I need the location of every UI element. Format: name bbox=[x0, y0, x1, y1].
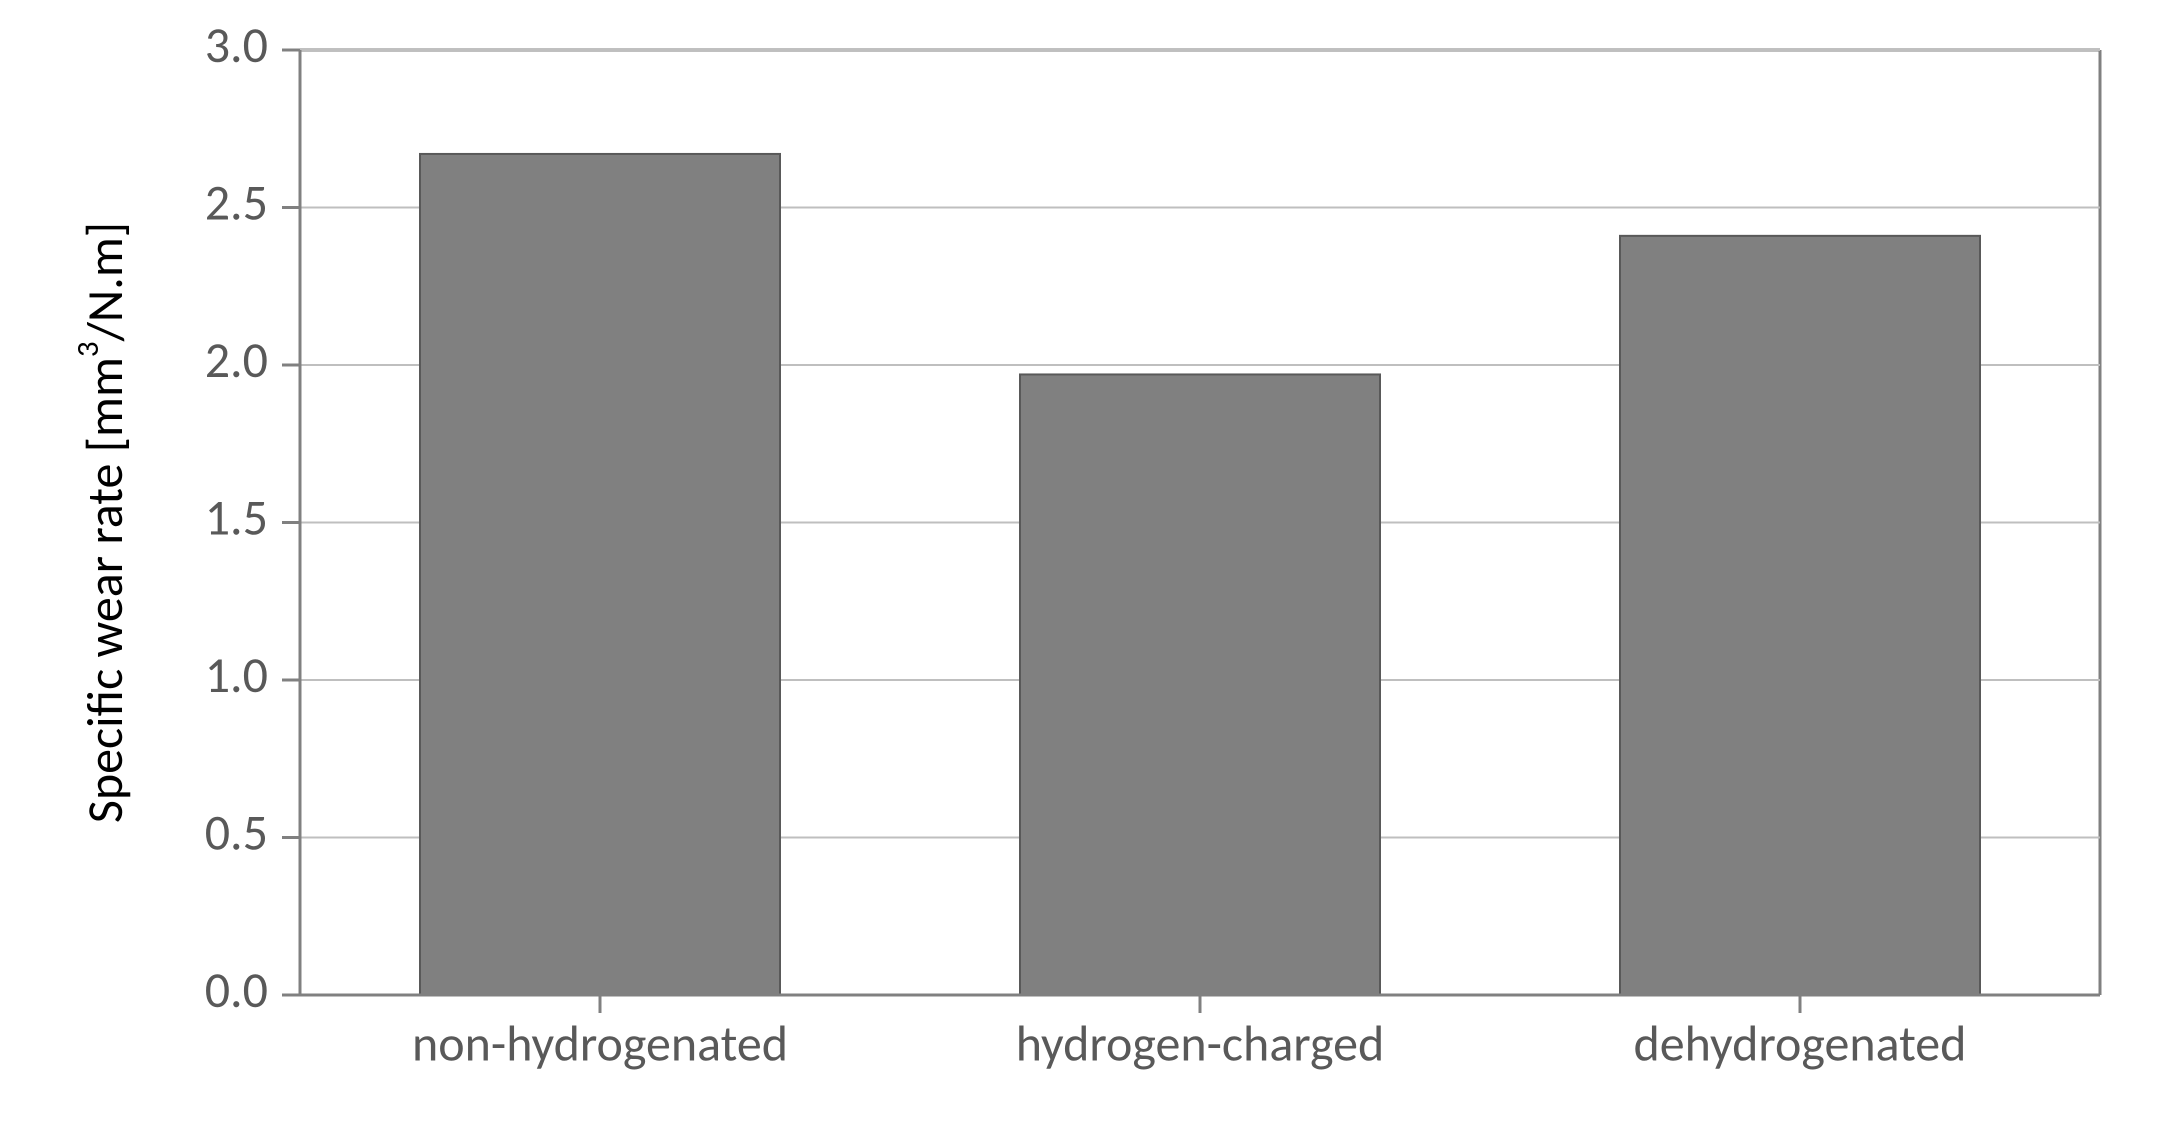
wear-rate-bar-chart: 0.0 0.5 1.0 1.5 2.0 2.5 3.0 non-hydrogenated hyd… bbox=[50, 20, 2126, 1110]
y-tick-label: 0.0 bbox=[205, 960, 268, 1021]
y-tick-label: 2.0 bbox=[205, 330, 268, 391]
chart-svg: 0.0 0.5 1.0 1.5 2.0 2.5 3.0 non-hydrogenated hyd… bbox=[50, 20, 2126, 1110]
category-label: hydrogen-charged bbox=[1016, 1014, 1385, 1075]
category-label: non-hydrogenated bbox=[412, 1014, 788, 1075]
bar bbox=[420, 154, 780, 995]
y-tick-label: 3.0 bbox=[205, 20, 268, 76]
bar bbox=[1620, 236, 1980, 995]
y-axis-title: Specific wear rate [mm3/N.m] bbox=[69, 222, 136, 823]
y-tick-label: 1.5 bbox=[205, 487, 268, 548]
bar bbox=[1020, 374, 1380, 995]
category-label: dehydrogenated bbox=[1634, 1014, 1967, 1075]
y-tick-label: 2.5 bbox=[205, 172, 268, 233]
y-tick-label: 0.5 bbox=[205, 802, 268, 863]
y-tick-label: 1.0 bbox=[205, 645, 268, 706]
